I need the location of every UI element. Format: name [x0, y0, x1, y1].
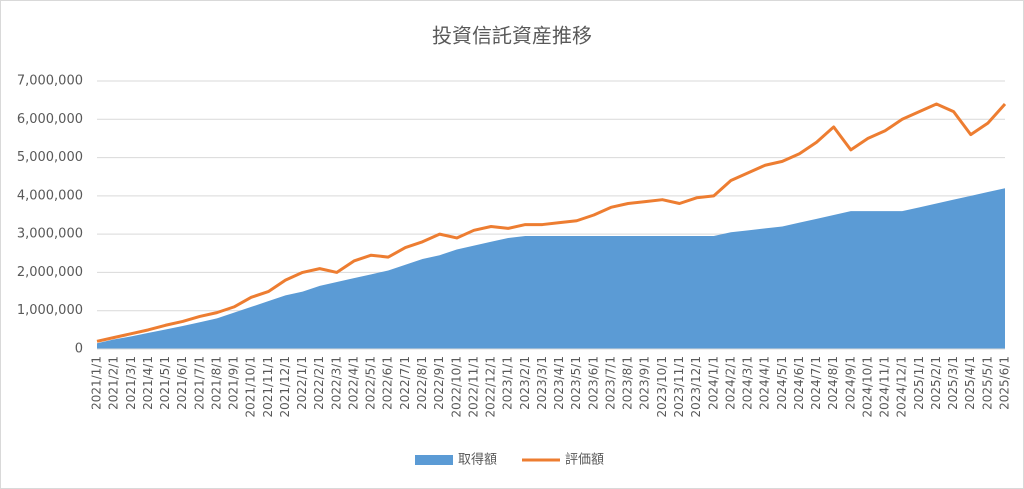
x-tick-label: 2023/8/1	[621, 356, 635, 410]
x-tick-label: 2021/9/1	[227, 356, 241, 410]
area	[97, 188, 1005, 349]
x-tick-label: 2021/3/1	[124, 356, 138, 410]
y-tick-label: 4,000,000	[17, 188, 83, 203]
x-tick-label: 2021/1/1	[90, 356, 104, 410]
x-tick-label: 2023/2/1	[518, 356, 532, 410]
y-tick-label: 7,000,000	[17, 74, 83, 89]
x-tick-label: 2022/11/1	[466, 356, 480, 418]
x-tick-label: 2022/7/1	[398, 356, 412, 410]
x-tick-label: 2021/8/1	[209, 356, 223, 410]
x-tick-label: 2023/1/1	[501, 356, 515, 410]
x-tick-label: 2023/10/1	[655, 356, 669, 418]
x-tick-label: 2022/2/1	[312, 356, 326, 410]
chart-title: 投資信託資産推移	[432, 24, 592, 48]
x-tick-label: 2022/5/1	[364, 356, 378, 410]
x-tick-label: 2025/5/1	[980, 356, 994, 410]
x-tick-label: 2023/3/1	[535, 356, 549, 410]
x-tick-label: 2024/9/1	[843, 356, 857, 410]
x-tick-label: 2022/10/1	[449, 356, 463, 418]
x-tick-label: 2025/6/1	[998, 356, 1012, 410]
x-tick-label: 2024/10/1	[860, 356, 874, 418]
x-tick-label: 2025/2/1	[929, 356, 943, 410]
legend-label: 評価額	[565, 453, 604, 468]
x-tick-label: 2024/6/1	[792, 356, 806, 410]
x-tick-label: 2024/3/1	[741, 356, 755, 410]
x-tick-label: 2023/12/1	[689, 356, 703, 418]
x-tick-label: 2022/12/1	[484, 356, 498, 418]
x-tick-label: 2025/4/1	[963, 356, 977, 410]
x-tick-label: 2022/4/1	[346, 356, 360, 410]
x-tick-label: 2024/7/1	[809, 356, 823, 410]
x-tick-label: 2024/2/1	[723, 356, 737, 410]
y-tick-label: 5,000,000	[17, 150, 83, 165]
x-tick-label: 2021/6/1	[175, 356, 189, 410]
y-tick-label: 0	[75, 342, 83, 357]
x-tick-label: 2024/11/1	[878, 356, 892, 418]
x-tick-label: 2021/5/1	[158, 356, 172, 410]
x-tick-label: 2023/11/1	[672, 356, 686, 418]
x-tick-label: 2024/4/1	[758, 356, 772, 410]
x-tick-label: 2021/2/1	[107, 356, 121, 410]
y-tick-label: 2,000,000	[17, 265, 83, 280]
y-tick-label: 6,000,000	[17, 112, 83, 127]
x-tick-label: 2021/4/1	[141, 356, 155, 410]
x-tick-label: 2021/11/1	[261, 356, 275, 418]
x-tick-label: 2022/9/1	[432, 356, 446, 410]
x-tick-label: 2023/4/1	[552, 356, 566, 410]
line	[96, 102, 1007, 343]
y-tick-label: 3,000,000	[17, 227, 83, 242]
x-tick-label: 2024/8/1	[826, 356, 840, 410]
x-tick-label: 2022/8/1	[415, 356, 429, 410]
legend-swatch	[415, 455, 453, 465]
y-tick-label: 1,000,000	[17, 303, 83, 318]
x-tick-label: 2022/3/1	[329, 356, 343, 410]
x-tick-label: 2024/1/1	[706, 356, 720, 410]
x-tick-label: 2023/9/1	[638, 356, 652, 410]
x-tick-label: 2025/1/1	[912, 356, 926, 410]
x-tick-label: 2024/12/1	[895, 356, 909, 418]
x-tick-label: 2023/7/1	[603, 356, 617, 410]
x-tick-label: 2021/7/1	[192, 356, 206, 410]
x-tick-label: 2024/5/1	[775, 356, 789, 410]
x-tick-label: 2021/12/1	[278, 356, 292, 418]
x-tick-label: 2023/6/1	[586, 356, 600, 410]
legend-label: 取得額	[458, 452, 497, 468]
x-tick-label: 2022/6/1	[381, 356, 395, 410]
x-tick-label: 2022/1/1	[295, 356, 309, 410]
x-tick-label: 2025/3/1	[946, 356, 960, 410]
x-tick-label: 2021/10/1	[244, 356, 258, 418]
x-tick-label: 2023/5/1	[569, 356, 583, 410]
